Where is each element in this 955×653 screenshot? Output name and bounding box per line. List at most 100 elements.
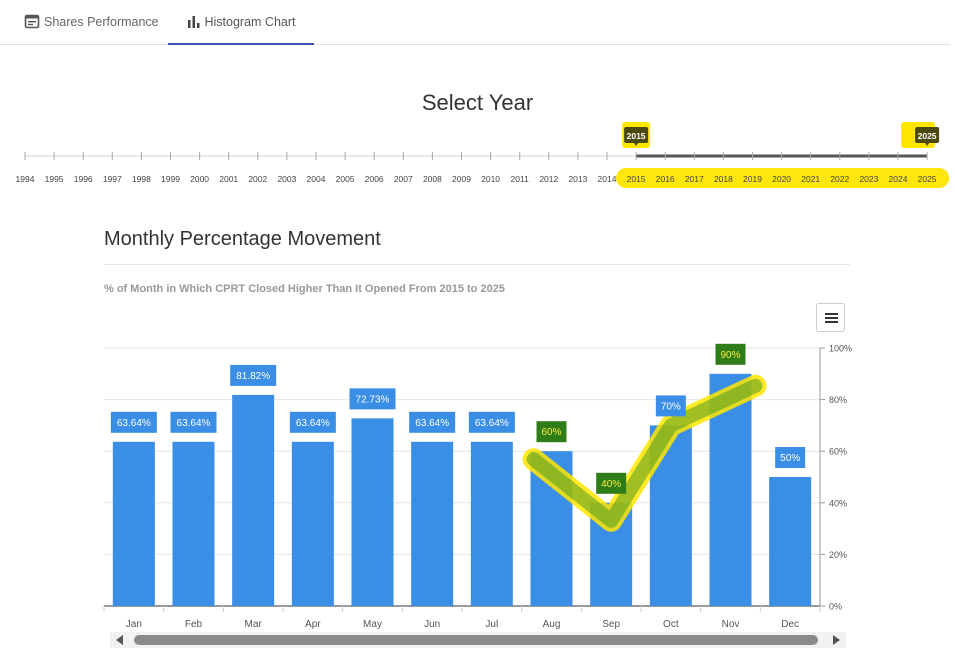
data-label: 63.64% <box>296 418 330 429</box>
slider-year-label[interactable]: 2012 <box>539 174 558 184</box>
slider-year-label[interactable]: 2022 <box>830 174 849 184</box>
chart-menu-button[interactable] <box>816 303 845 332</box>
hamburger-icon <box>825 313 838 315</box>
slider-handle-pointer <box>634 143 639 146</box>
data-label-box <box>468 411 515 433</box>
bar-chart-icon <box>187 14 201 31</box>
y-tick-label: 80% <box>829 395 847 405</box>
bar[interactable] <box>411 441 454 606</box>
y-tick-label: 40% <box>829 498 847 508</box>
data-label-box <box>289 411 336 433</box>
data-label-box <box>110 411 157 433</box>
y-tick-label: 0% <box>829 602 842 612</box>
tab-shares-performance[interactable]: Shares Performance <box>24 0 159 44</box>
data-label: 63.64% <box>117 418 151 429</box>
slider-year-label[interactable]: 2000 <box>190 174 209 184</box>
slider-year-label[interactable]: 2001 <box>219 174 238 184</box>
bar[interactable] <box>291 441 334 606</box>
tab-label: Shares Performance <box>44 15 159 29</box>
slider-year-label[interactable]: 2020 <box>772 174 791 184</box>
data-label: 72.73% <box>356 394 390 405</box>
bar[interactable] <box>769 477 812 606</box>
tab-histogram-chart[interactable]: Histogram Chart <box>168 0 314 45</box>
slider-handle-label: 2015 <box>627 131 646 141</box>
data-label: 60% <box>541 427 561 438</box>
scroll-right-arrow-icon[interactable] <box>828 632 844 648</box>
slider-year-label[interactable]: 2018 <box>714 174 733 184</box>
slider-handle-end[interactable]: 2025 <box>915 127 940 146</box>
slider-year-label[interactable]: 2014 <box>598 174 617 184</box>
scrollbar-thumb[interactable] <box>134 635 818 645</box>
data-label-box <box>775 447 806 468</box>
slider-year-label[interactable]: 1998 <box>132 174 151 184</box>
year-range-slider[interactable]: 1994 1995 1996 1997 1998 1999 2000 2001 2002 2003… <box>0 118 955 208</box>
chart-subtitle: % of Month in Which CPRT Closed Higher T… <box>104 283 505 295</box>
slider-year-label[interactable]: 2009 <box>452 174 471 184</box>
slider-year-label[interactable]: 2013 <box>568 174 587 184</box>
slider-year-label[interactable]: 1996 <box>74 174 93 184</box>
slider-year-label[interactable]: 2006 <box>365 174 384 184</box>
x-tick-label: Jun <box>424 619 440 630</box>
y-tick-label: 100% <box>829 344 852 354</box>
bar[interactable] <box>112 441 155 606</box>
y-tick-label: 60% <box>829 447 847 457</box>
tab-bar: Shares Performance Histogram Chart <box>0 0 950 45</box>
slider-year-label[interactable]: 2025 <box>918 174 937 184</box>
data-label: 63.64% <box>177 418 211 429</box>
bar-chart: 0% 20% 40% 60% 80% 100% 63.64% 63.64% 81.82% 63.6… <box>103 343 852 630</box>
slider-year-label[interactable]: 1994 <box>16 174 35 184</box>
slider-handle-start[interactable]: 2015 <box>624 127 649 146</box>
slider-handle-pointer <box>925 143 930 146</box>
bar[interactable] <box>470 441 513 606</box>
x-tick-label: Dec <box>781 619 799 630</box>
slider-year-label[interactable]: 2002 <box>248 174 267 184</box>
chart-title: Monthly Percentage Movement <box>104 228 381 250</box>
slider-year-label[interactable]: 1997 <box>103 174 122 184</box>
data-label-box <box>596 472 627 494</box>
highlight-stroke <box>522 374 767 532</box>
slider-year-label[interactable]: 2023 <box>859 174 878 184</box>
slider-year-label[interactable]: 2005 <box>336 174 355 184</box>
data-label: 63.64% <box>415 418 449 429</box>
bar[interactable] <box>351 418 394 606</box>
divider <box>104 264 850 265</box>
data-label-box <box>655 395 686 417</box>
calendar-icon <box>24 13 40 32</box>
bar[interactable] <box>172 441 215 606</box>
slider-year-label[interactable]: 2016 <box>656 174 675 184</box>
slider-year-label[interactable]: 2011 <box>511 174 530 184</box>
slider-year-label[interactable]: 2017 <box>685 174 704 184</box>
slider-year-label[interactable]: 2007 <box>394 174 413 184</box>
x-tick-label: Jul <box>485 619 498 630</box>
slider-year-label[interactable]: 2004 <box>307 174 326 184</box>
highlight-stroke-inner <box>526 378 763 528</box>
slider-year-label[interactable]: 1995 <box>45 174 64 184</box>
slider-handle-label: 2025 <box>918 131 937 141</box>
slider-year-label[interactable]: 2021 <box>801 174 820 184</box>
chart-scrollbar[interactable] <box>110 632 846 648</box>
x-tick-label: May <box>363 619 382 630</box>
slider-year-label[interactable]: 2010 <box>481 174 500 184</box>
select-year-title: Select Year <box>421 90 534 115</box>
data-label-box <box>536 421 567 443</box>
data-label: 90% <box>720 350 740 361</box>
x-tick-label: Jan <box>126 619 142 630</box>
x-tick-label: Feb <box>185 619 203 630</box>
x-tick-label: Oct <box>663 619 679 630</box>
data-label-box <box>715 343 746 365</box>
data-label-box <box>170 411 217 433</box>
bar[interactable] <box>232 394 275 606</box>
data-label: 40% <box>601 479 621 490</box>
slider-handle-box <box>915 127 940 143</box>
tab-label: Histogram Chart <box>204 15 296 29</box>
slider-year-label[interactable]: 1999 <box>161 174 180 184</box>
slider-year-label[interactable]: 2024 <box>889 174 908 184</box>
data-label-box <box>349 388 396 410</box>
slider-year-label[interactable]: 2019 <box>743 174 762 184</box>
slider-year-label[interactable]: 2015 <box>627 174 646 184</box>
scroll-left-arrow-icon[interactable] <box>112 632 128 648</box>
slider-year-label[interactable]: 2003 <box>277 174 296 184</box>
slider-handle-box <box>624 127 649 143</box>
slider-year-label[interactable]: 2008 <box>423 174 442 184</box>
x-tick-label: Apr <box>305 619 321 630</box>
